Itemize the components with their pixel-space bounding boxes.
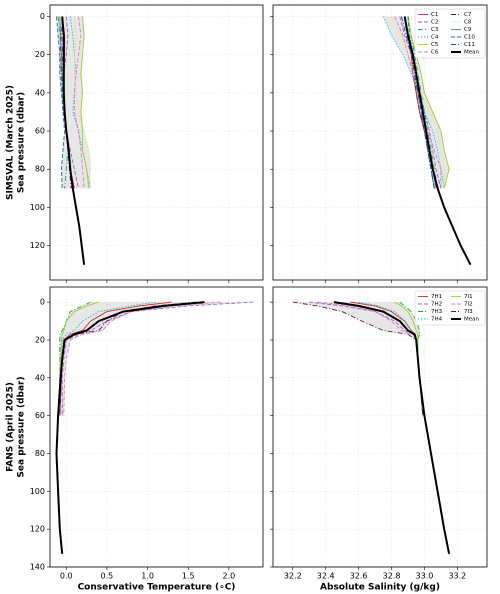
y-tick-label: 40 xyxy=(35,88,45,97)
y-tick-label: 20 xyxy=(35,50,45,59)
legend-label: C8 xyxy=(464,20,472,26)
x-tick-label: 0.5 xyxy=(101,572,114,581)
legend-label: Mean xyxy=(464,317,479,323)
y-axis-label: Sea pressure (dbar) xyxy=(17,92,27,193)
profile-line xyxy=(55,301,205,554)
y-tick-label: 100 xyxy=(30,487,45,496)
legend-box xyxy=(414,290,486,326)
profile-line xyxy=(73,16,85,189)
profile-line xyxy=(292,301,424,416)
legend-label: 7I3 xyxy=(464,309,473,315)
y-axis-label: Sea pressure (dbar) xyxy=(17,376,27,477)
y-tick-label: 20 xyxy=(35,335,45,344)
profile-line xyxy=(403,16,472,266)
legend-label: C11 xyxy=(464,42,475,48)
y-tick-label: 60 xyxy=(35,127,45,136)
y-tick-label: 0 xyxy=(40,12,45,21)
legend-label: C6 xyxy=(431,50,439,56)
spread-envelope xyxy=(58,302,254,416)
legend-label: Mean xyxy=(464,50,479,56)
legend-label: C5 xyxy=(431,42,439,48)
x-tick-label: 32.6 xyxy=(350,572,368,581)
y-tick-label: 60 xyxy=(35,411,45,420)
legend-label: C3 xyxy=(431,27,439,33)
x-tick-label: 2.0 xyxy=(222,572,235,581)
row-label: SIMSVAL (March 2025) xyxy=(6,85,16,200)
profile-line xyxy=(400,16,435,189)
y-tick-label: 80 xyxy=(35,165,45,174)
profile-line xyxy=(333,301,451,554)
profile-line xyxy=(61,16,86,265)
profile-line xyxy=(58,301,99,416)
legend-label: 7H1 xyxy=(431,294,442,300)
legend-label: C4 xyxy=(431,35,439,41)
y-tick-label: 100 xyxy=(30,203,45,212)
y-tick-label: 120 xyxy=(30,241,45,250)
y-tick-label: 0 xyxy=(40,298,45,307)
x-tick-label: 1.5 xyxy=(182,572,195,581)
x-axis-label: Conservative Temperature (∘C) xyxy=(78,583,236,593)
legend-label: 7H4 xyxy=(431,317,443,323)
profile-line xyxy=(399,16,442,189)
profile-line xyxy=(57,16,69,189)
x-tick-label: 32.8 xyxy=(383,572,401,581)
legend-label: 7H3 xyxy=(431,309,443,315)
legend-label: 7I1 xyxy=(464,294,473,300)
x-tick-label: 1.0 xyxy=(141,572,154,581)
y-tick-label: 40 xyxy=(35,373,45,382)
legend-box xyxy=(414,8,486,59)
profile-line xyxy=(407,16,450,189)
row-label: FANS (April 2025) xyxy=(6,382,16,472)
spread-envelope xyxy=(292,302,425,416)
profile-line xyxy=(56,16,66,189)
legend-label: C1 xyxy=(431,12,438,18)
x-axis-label: Absolute Salinity (g/kg) xyxy=(320,583,440,593)
profile-line xyxy=(61,16,79,189)
plot-frame xyxy=(49,4,264,281)
x-tick-label: 33.2 xyxy=(448,572,466,581)
y-tick-label: 140 xyxy=(30,563,45,572)
profile-line xyxy=(73,16,92,189)
plot-frame xyxy=(272,286,488,568)
plot-frame xyxy=(49,286,264,568)
x-tick-label: 32.2 xyxy=(284,572,302,581)
profile-line xyxy=(407,16,439,189)
legend-label: C7 xyxy=(464,12,472,18)
legend-label: 7I2 xyxy=(464,302,473,308)
x-tick-label: 33.0 xyxy=(416,572,434,581)
profile-line xyxy=(61,301,254,416)
y-tick-label: 80 xyxy=(35,449,45,458)
x-tick-label: 32.4 xyxy=(317,572,335,581)
legend-label: 7H2 xyxy=(431,302,442,308)
y-tick-label: 120 xyxy=(30,525,45,534)
legend-label: C10 xyxy=(464,35,475,41)
legend-label: C9 xyxy=(464,27,472,33)
profile-line xyxy=(63,301,221,416)
legend-label: C2 xyxy=(431,20,438,26)
profile-line xyxy=(80,16,90,189)
profile-line xyxy=(394,16,442,189)
x-tick-label: 0.0 xyxy=(60,572,73,581)
plot-frame xyxy=(272,4,488,281)
